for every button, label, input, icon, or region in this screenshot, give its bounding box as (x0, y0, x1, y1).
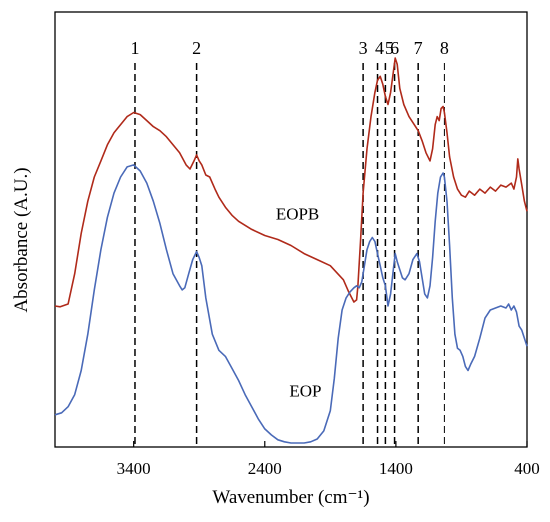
x-axis-ticks: 3400 2400 1400 400 (117, 441, 540, 478)
x-axis-title: Wavenumber (cm⁻¹) (212, 487, 369, 508)
peak-label-6: 6 (390, 38, 399, 58)
peak-label-8: 8 (440, 38, 449, 58)
y-axis-title: Absorbance (A.U.) (11, 167, 32, 312)
series-label-eopb: EOPB (276, 204, 319, 223)
peak-label-1: 1 (130, 38, 139, 58)
series-lines (54, 57, 528, 444)
series-line-eopb (54, 57, 528, 308)
series-line-eop (54, 164, 528, 444)
peak-label-4: 4 (375, 38, 384, 58)
peak-labels: 1 2 3 4 56 7 8 (130, 38, 448, 58)
plot-frame (54, 11, 528, 448)
x-tick-label-3400: 3400 (117, 459, 151, 478)
x-tick-label-1400: 1400 (379, 459, 413, 478)
peak-label-5: 5 (385, 38, 394, 58)
x-tick-label-2400: 2400 (248, 459, 282, 478)
peak-label-2: 2 (192, 38, 201, 58)
series-labels: EOPB EOP (276, 204, 322, 400)
peak-label-7: 7 (414, 38, 423, 58)
x-tick-label-400: 400 (514, 459, 540, 478)
peak-label-3: 3 (359, 38, 368, 58)
series-label-eop: EOP (289, 382, 321, 401)
